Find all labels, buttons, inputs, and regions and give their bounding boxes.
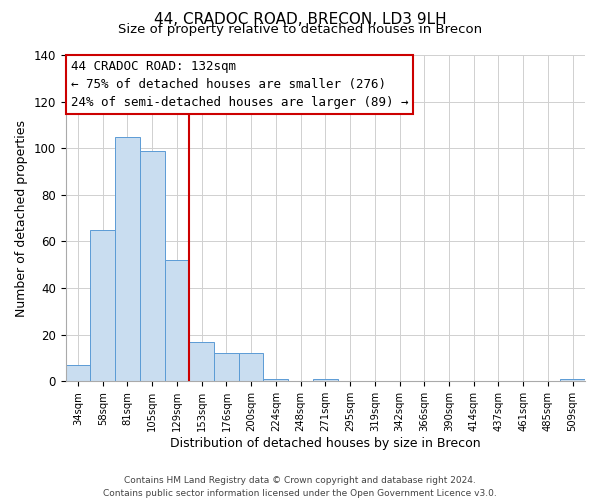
Bar: [263, 379, 288, 382]
Y-axis label: Number of detached properties: Number of detached properties: [15, 120, 28, 316]
Bar: [560, 379, 585, 382]
Text: Size of property relative to detached houses in Brecon: Size of property relative to detached ho…: [118, 22, 482, 36]
Bar: [239, 354, 263, 382]
Bar: [115, 136, 140, 382]
Text: Contains HM Land Registry data © Crown copyright and database right 2024.
Contai: Contains HM Land Registry data © Crown c…: [103, 476, 497, 498]
Bar: [65, 365, 91, 382]
Text: 44 CRADOC ROAD: 132sqm
← 75% of detached houses are smaller (276)
24% of semi-de: 44 CRADOC ROAD: 132sqm ← 75% of detached…: [71, 60, 409, 109]
Bar: [214, 354, 239, 382]
X-axis label: Distribution of detached houses by size in Brecon: Distribution of detached houses by size …: [170, 437, 481, 450]
Bar: [190, 342, 214, 382]
Bar: [91, 230, 115, 382]
Bar: [313, 379, 338, 382]
Text: 44, CRADOC ROAD, BRECON, LD3 9LH: 44, CRADOC ROAD, BRECON, LD3 9LH: [154, 12, 446, 28]
Bar: [140, 150, 164, 382]
Bar: [164, 260, 190, 382]
